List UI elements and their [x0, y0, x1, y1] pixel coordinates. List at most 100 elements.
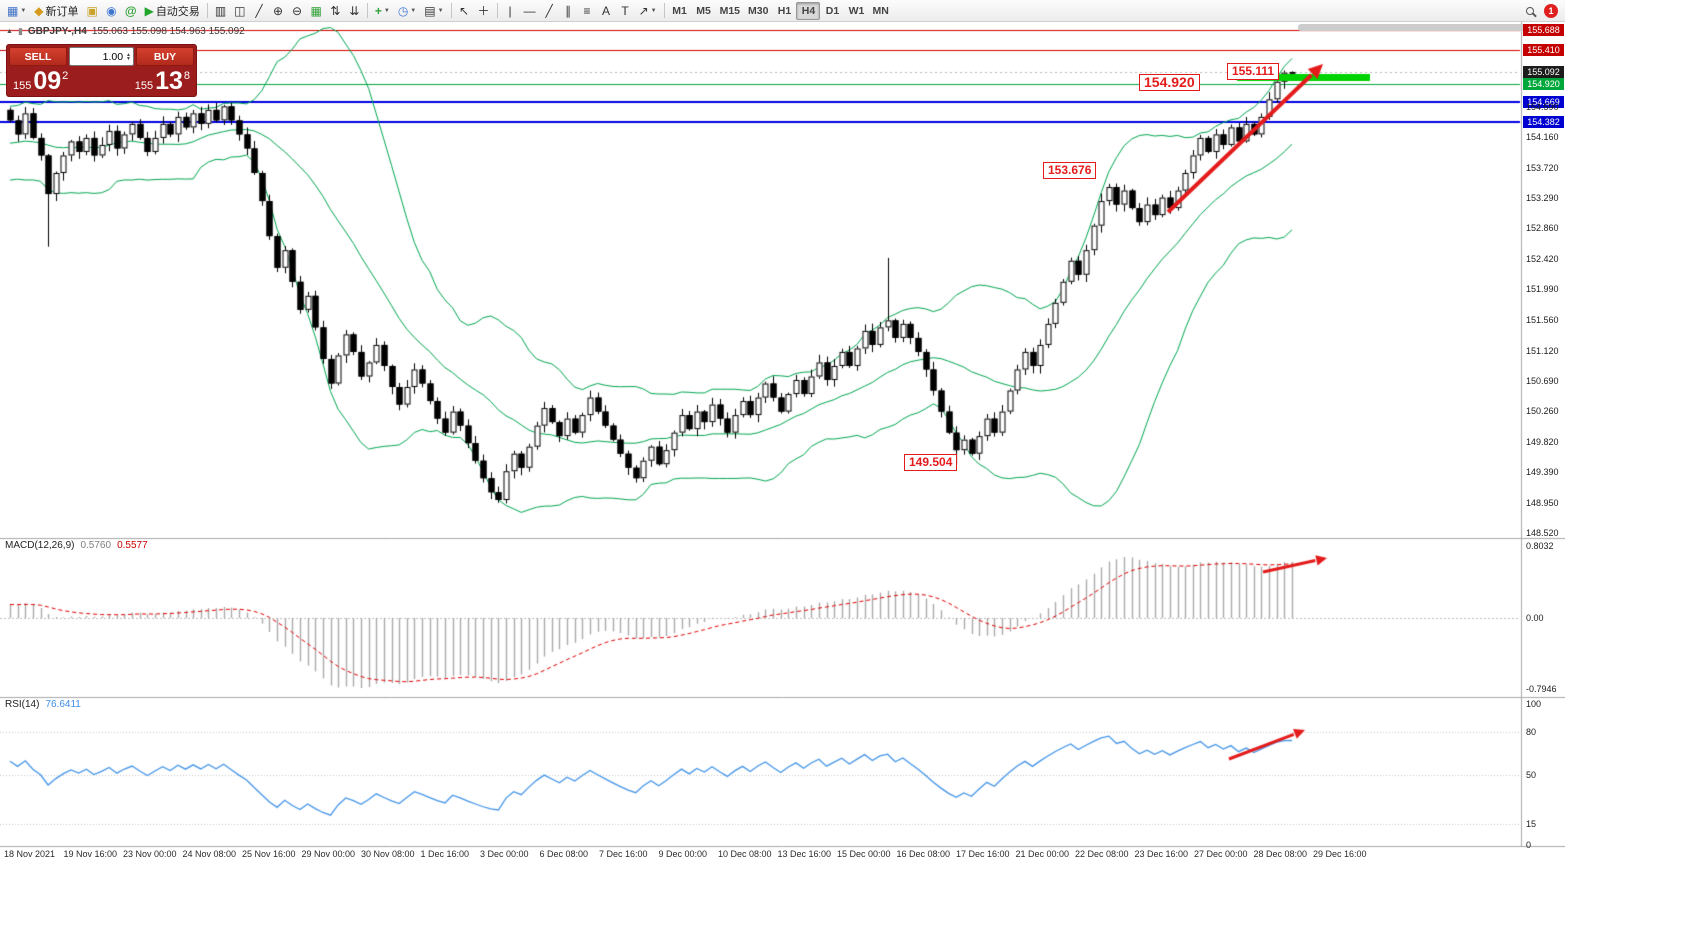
volume-input[interactable]	[73, 49, 126, 64]
volume-field[interactable]: ▲▼	[69, 47, 134, 66]
price-axis-label: 154.160	[1526, 132, 1559, 143]
buy-price[interactable]: 155 13 8	[135, 69, 190, 94]
profile-button[interactable]: ◉	[102, 2, 121, 20]
time-axis-label: 25 Nov 16:00	[242, 849, 296, 859]
autotrading-button[interactable]: ▶ 自动交易	[141, 2, 204, 20]
macd-axis-label: -0.7946	[1526, 684, 1557, 695]
trendline-button[interactable]: ╱	[540, 2, 559, 20]
new-order-icon: ◆	[34, 3, 44, 18]
tf-button-h4[interactable]: H4	[796, 1, 821, 20]
track-chart-button[interactable]: ⇊	[345, 2, 364, 20]
price-axis-label: 153.290	[1526, 193, 1559, 204]
vertical-line-icon: |	[508, 3, 512, 18]
buy-button[interactable]: BUY	[136, 47, 194, 66]
new-order-button[interactable]: ◆ 新订单	[30, 2, 82, 20]
price-annotation[interactable]: 155.111	[1227, 63, 1280, 80]
tf-button-h1[interactable]: H1	[777, 4, 792, 17]
periods-button[interactable]: ◷ ▼	[394, 2, 420, 20]
one-click-collapse-icon[interactable]: ▲	[6, 28, 13, 35]
toolbar-separator	[663, 3, 665, 18]
spinner-up-icon[interactable]: ▲	[126, 51, 131, 58]
chart-canvas[interactable]	[0, 0, 1565, 878]
time-axis-label: 19 Nov 16:00	[63, 849, 118, 859]
horizontal-line-button[interactable]: —	[520, 2, 540, 20]
sell-price[interactable]: 155 09 2	[13, 69, 68, 94]
cursor-icon: ↖	[459, 3, 470, 18]
chevron-down-icon: ▼	[20, 7, 27, 14]
price-axis-badge: 155.092	[1523, 65, 1564, 78]
tf-button-mn[interactable]: MN	[872, 4, 889, 17]
market-watch-button[interactable]: ▣	[83, 2, 102, 20]
spinner-down-icon[interactable]: ▼	[126, 55, 131, 62]
text-label-button[interactable]: T	[616, 2, 635, 20]
price-axis-label: 151.990	[1526, 284, 1559, 295]
macd-name: MACD(12,26,9)	[5, 540, 75, 551]
price-annotation[interactable]: 154.920	[1139, 74, 1200, 91]
tf-button-w1[interactable]: W1	[848, 4, 865, 17]
time-axis-label: 7 Dec 16:00	[599, 849, 648, 859]
tf-button-m30[interactable]: M30	[748, 4, 769, 17]
shapes-button[interactable]: ↗ ▼	[635, 2, 661, 20]
time-axis-label: 6 Dec 08:00	[539, 849, 589, 859]
text-button[interactable]: A	[597, 2, 616, 20]
one-click-trading-panel: SELL ▲▼ BUY 155 09 2 155 13 8	[6, 44, 197, 97]
sell-price-prefix: 155	[13, 80, 32, 92]
time-axis-label: 29 Nov 00:00	[301, 849, 356, 859]
notification-badge[interactable]: 1	[1544, 3, 1558, 18]
auto-arrange-button[interactable]: ⇅	[326, 2, 345, 20]
cursor-button[interactable]: ↖	[455, 2, 474, 20]
line-chart-button[interactable]: ╱	[250, 2, 269, 20]
time-axis-label: 22 Dec 08:00	[1075, 849, 1129, 859]
community-button[interactable]: @	[121, 2, 141, 20]
new-chart-button[interactable]: ▦ ▼	[3, 2, 30, 20]
volume-spinner[interactable]: ▲ ▼	[125, 51, 132, 62]
bar-chart-button[interactable]: ▥	[211, 2, 230, 20]
rsi-value: 76.6411	[45, 699, 81, 710]
macd-axis-label: 0.8032	[1526, 541, 1554, 552]
candlestick-chart-button[interactable]: ◫	[230, 2, 249, 20]
tf-button-m15[interactable]: M15	[719, 4, 741, 17]
time-axis-label: 9 Dec 00:00	[658, 849, 708, 859]
new-order-label: 新订单	[45, 5, 79, 18]
price-axis-label: 152.420	[1526, 254, 1559, 265]
price-axis-label: 154.590	[1526, 102, 1559, 113]
price-axis-label: 151.560	[1526, 314, 1559, 325]
zoom-out-button[interactable]: ⊖	[288, 2, 307, 20]
price-axis-label: 148.950	[1526, 497, 1559, 508]
chart-scrollbar[interactable]	[1298, 24, 1561, 31]
autotrading-icon: ▶	[144, 3, 154, 18]
crosshair-button[interactable]: ＋	[474, 2, 494, 20]
channel-button[interactable]: ∥	[559, 2, 578, 20]
tf-button-m5[interactable]: M5	[696, 4, 711, 17]
zoom-in-button[interactable]: ⊕	[269, 2, 288, 20]
toolbar: ▦ ▼ ◆ 新订单 ▣ ◉ @ ▶ 自动交易 ▥ ◫ ╱ ⊕ ⊖ ▦ ⇅ ⇊ + ▼ ◷…	[0, 0, 1565, 22]
tf-button-d1[interactable]: D1	[825, 4, 840, 17]
price-annotation[interactable]: 149.504	[904, 454, 958, 471]
chart-title: ▲ ▮ GBPJPY-,H4 155.063 155.098 154.963 1…	[6, 26, 245, 37]
templates-button[interactable]: ▤ ▼	[420, 2, 447, 20]
time-axis-label: 21 Dec 00:00	[1015, 849, 1070, 859]
toolbar-separator	[206, 3, 208, 18]
indicators-button[interactable]: + ▼	[371, 2, 394, 20]
search-button[interactable]	[1520, 2, 1539, 20]
mt4-window: ▦ ▼ ◆ 新订单 ▣ ◉ @ ▶ 自动交易 ▥ ◫ ╱ ⊕ ⊖ ▦ ⇅ ⇊ + ▼ ◷…	[0, 0, 1565, 878]
tile-windows-button[interactable]: ▦	[307, 2, 326, 20]
text-label-icon: T	[621, 3, 629, 18]
search-icon	[1525, 6, 1534, 15]
price-axis-label: 150.690	[1526, 375, 1559, 386]
time-axis-label: 10 Dec 08:00	[718, 849, 772, 859]
trendline-icon: ╱	[545, 3, 553, 18]
fibonacci-button[interactable]: ≡	[578, 2, 597, 20]
vertical-line-button[interactable]: |	[501, 2, 520, 20]
rsi-name: RSI(14)	[5, 699, 40, 710]
sell-button[interactable]: SELL	[9, 47, 67, 66]
time-axis-label: 24 Nov 08:00	[182, 849, 237, 859]
price-annotation[interactable]: 153.676	[1043, 162, 1097, 179]
price-axis-label: 148.520	[1526, 527, 1559, 538]
time-axis-label: 29 Dec 16:00	[1313, 849, 1367, 859]
tf-button-m1[interactable]: M1	[672, 4, 687, 17]
toolbar-separator	[450, 3, 452, 18]
text-icon: A	[602, 3, 611, 18]
price-axis-badge: 155.410	[1523, 43, 1564, 56]
chevron-down-icon: ▼	[410, 7, 417, 14]
